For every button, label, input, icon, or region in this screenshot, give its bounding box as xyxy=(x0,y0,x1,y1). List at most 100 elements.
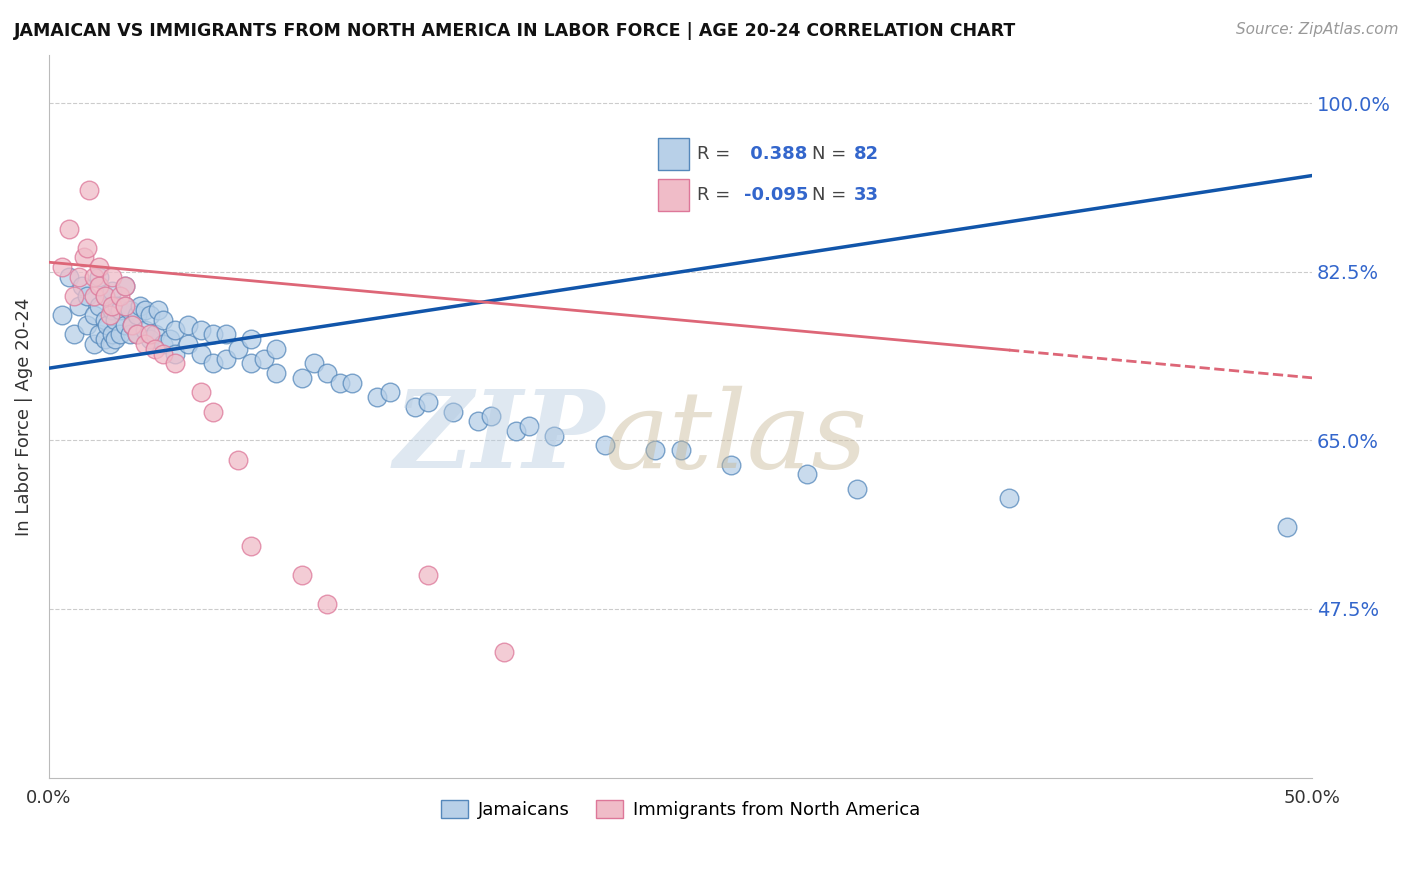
Text: atlas: atlas xyxy=(605,385,868,491)
Text: R =: R = xyxy=(697,145,735,163)
Point xyxy=(291,568,314,582)
Point xyxy=(152,347,174,361)
Point xyxy=(121,318,143,332)
Point xyxy=(152,313,174,327)
Point xyxy=(159,332,181,346)
Point xyxy=(114,299,136,313)
Text: R =: R = xyxy=(697,186,735,204)
Point xyxy=(114,299,136,313)
Point xyxy=(73,251,96,265)
Point xyxy=(340,376,363,390)
Point xyxy=(79,183,101,197)
Point xyxy=(202,327,225,342)
Point xyxy=(76,289,98,303)
Point xyxy=(93,289,115,303)
Point xyxy=(416,568,439,582)
Point xyxy=(146,303,169,318)
Point xyxy=(253,351,276,366)
Point xyxy=(70,279,93,293)
Point xyxy=(152,337,174,351)
Point xyxy=(240,540,263,554)
Point xyxy=(89,279,111,293)
Point xyxy=(93,332,115,346)
Point xyxy=(63,327,86,342)
Text: Source: ZipAtlas.com: Source: ZipAtlas.com xyxy=(1236,22,1399,37)
Legend: Jamaicans, Immigrants from North America: Jamaicans, Immigrants from North America xyxy=(434,792,927,826)
Point xyxy=(796,467,818,482)
Point xyxy=(517,419,540,434)
Point xyxy=(593,438,616,452)
Point xyxy=(228,342,250,356)
Point xyxy=(67,269,90,284)
Point xyxy=(76,241,98,255)
Point xyxy=(83,337,105,351)
Point xyxy=(165,323,187,337)
Text: N =: N = xyxy=(811,186,852,204)
Point xyxy=(105,299,128,313)
Point xyxy=(215,327,238,342)
Point xyxy=(228,452,250,467)
Point xyxy=(114,279,136,293)
Point xyxy=(101,284,124,298)
Point xyxy=(441,404,464,418)
Point xyxy=(202,404,225,418)
Point xyxy=(190,323,212,337)
Point xyxy=(51,260,73,274)
Point xyxy=(93,313,115,327)
Point xyxy=(58,221,80,235)
Point xyxy=(240,332,263,346)
Point xyxy=(266,342,288,356)
Point xyxy=(104,332,127,346)
Point xyxy=(127,308,149,322)
Point xyxy=(101,269,124,284)
Point xyxy=(404,400,426,414)
Point xyxy=(644,443,666,458)
Point xyxy=(58,269,80,284)
Point xyxy=(89,269,111,284)
Point xyxy=(492,645,515,659)
Point xyxy=(83,269,105,284)
Point xyxy=(83,289,105,303)
Point xyxy=(378,385,401,400)
Point xyxy=(177,337,200,351)
Point xyxy=(190,385,212,400)
Text: JAMAICAN VS IMMIGRANTS FROM NORTH AMERICA IN LABOR FORCE | AGE 20-24 CORRELATION: JAMAICAN VS IMMIGRANTS FROM NORTH AMERIC… xyxy=(14,22,1017,40)
Point xyxy=(114,318,136,332)
Point xyxy=(416,395,439,409)
Point xyxy=(121,318,143,332)
Point xyxy=(846,482,869,496)
Bar xyxy=(658,138,689,170)
Point xyxy=(291,371,314,385)
Text: 33: 33 xyxy=(853,186,879,204)
Point xyxy=(51,308,73,322)
Point xyxy=(89,260,111,274)
Point xyxy=(98,337,121,351)
Point xyxy=(118,327,141,342)
Text: -0.095: -0.095 xyxy=(744,186,808,204)
Point xyxy=(165,347,187,361)
Point xyxy=(108,327,131,342)
Point xyxy=(101,327,124,342)
Point xyxy=(139,308,162,322)
Point xyxy=(266,366,288,380)
Point xyxy=(240,356,263,370)
Point xyxy=(302,356,325,370)
Point xyxy=(543,428,565,442)
Point xyxy=(96,318,118,332)
Point xyxy=(93,289,115,303)
Point xyxy=(505,424,527,438)
Point xyxy=(63,289,86,303)
Point xyxy=(114,279,136,293)
Point xyxy=(315,597,337,611)
Point xyxy=(127,327,149,342)
Point xyxy=(143,327,166,342)
Point xyxy=(129,299,152,313)
Point xyxy=(215,351,238,366)
Point xyxy=(104,313,127,327)
Point xyxy=(177,318,200,332)
Point xyxy=(328,376,350,390)
Point xyxy=(134,323,156,337)
Point xyxy=(669,443,692,458)
Text: 82: 82 xyxy=(853,145,879,163)
Text: N =: N = xyxy=(811,145,852,163)
